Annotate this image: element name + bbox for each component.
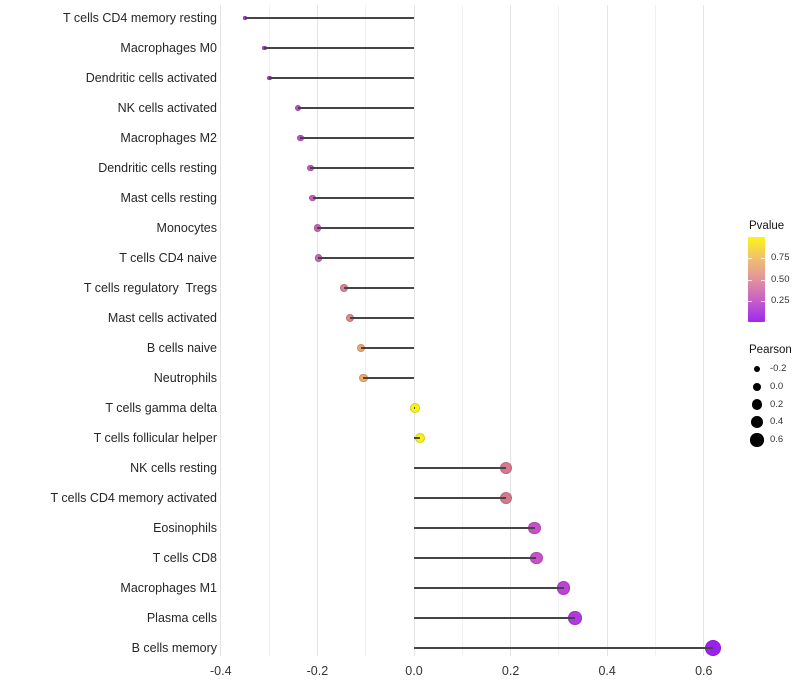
y-axis-label: T cells CD8 xyxy=(152,551,217,565)
gridline-minor xyxy=(655,5,656,656)
lollipop-stem xyxy=(360,347,414,349)
y-axis-label: Macrophages M2 xyxy=(120,131,217,145)
gridline-minor xyxy=(558,5,560,656)
gridline-major xyxy=(606,5,608,656)
lollipop-stem xyxy=(310,167,414,169)
gridline-minor xyxy=(365,5,367,656)
lollipop-stem xyxy=(414,467,506,469)
y-axis-label: Macrophages M1 xyxy=(120,581,217,595)
y-axis-label: Dendritic cells activated xyxy=(85,71,217,85)
pvalue-colorbar-tickmark xyxy=(748,279,752,281)
lollipop-stem xyxy=(414,587,564,589)
lollipop-dot xyxy=(261,45,267,51)
pvalue-colorbar-tickmark xyxy=(748,258,752,260)
x-axis-tick-label: -0.4 xyxy=(210,664,232,678)
pearson-size-label: 0.2 xyxy=(770,398,784,410)
y-axis-label: Dendritic cells resting xyxy=(98,161,217,175)
x-axis-tick-label: 0.4 xyxy=(598,664,616,678)
gridline-major xyxy=(413,5,415,656)
lollipop-stem xyxy=(300,137,414,139)
lollipop-dot xyxy=(358,373,368,383)
y-axis-label: Monocytes xyxy=(156,221,217,235)
pearson-size-label: 0.0 xyxy=(770,380,784,392)
lollipop-stem xyxy=(414,527,535,529)
pvalue-colorbar-tick-label: 0.50 xyxy=(771,273,790,285)
lollipop-dot xyxy=(346,313,355,323)
y-axis-label: Plasma cells xyxy=(146,611,217,625)
lollipop-dot xyxy=(557,581,571,595)
x-axis-tick-label: -0.2 xyxy=(306,664,329,678)
lollipop-stem xyxy=(414,617,575,619)
pvalue-colorbar-tick-label: 0.25 xyxy=(771,294,790,306)
pearson-legend-title: Pearson xyxy=(749,344,792,356)
y-axis-label: NK cells activated xyxy=(117,101,217,115)
y-axis-label: T cells CD4 naive xyxy=(119,251,217,265)
lollipop-stem xyxy=(318,257,414,259)
gridline-major xyxy=(316,5,318,656)
gridline-minor xyxy=(461,5,463,656)
lollipop-stem xyxy=(414,647,714,649)
pearson-size-label: 0.6 xyxy=(770,434,784,445)
y-axis-label: Macrophages M0 xyxy=(120,41,217,55)
pvalue-colorbar xyxy=(748,237,765,322)
pearson-size-dot xyxy=(750,433,764,447)
pvalue-colorbar-tick-label: 0.75 xyxy=(771,252,790,264)
y-axis-label: Eosinophils xyxy=(153,521,217,535)
lollipop-stem xyxy=(312,197,414,199)
y-axis-label: Neutrophils xyxy=(153,371,217,385)
gridline-major xyxy=(220,5,222,656)
pearson-size-label: -0.2 xyxy=(770,363,787,374)
lollipop-stem xyxy=(343,287,414,289)
pearson-size-dot xyxy=(754,366,760,372)
lollipop-stem xyxy=(350,317,414,319)
y-axis-label: B cells naive xyxy=(146,341,217,355)
lollipop-stem xyxy=(317,227,414,229)
y-axis-label: T cells gamma delta xyxy=(105,401,217,415)
gridline-minor xyxy=(268,5,270,656)
x-axis-tick-label: 0.6 xyxy=(695,664,713,678)
y-axis-label: B cells memory xyxy=(131,641,217,655)
lollipop-stem xyxy=(414,407,415,409)
pearson-size-dot xyxy=(752,382,762,391)
lollipop-dot xyxy=(414,432,425,444)
pearson-size-dot xyxy=(751,399,763,410)
y-axis-label: Mast cells resting xyxy=(120,191,217,205)
pvalue-colorbar-tickmark xyxy=(748,300,752,302)
y-axis-label: T cells CD4 memory activated xyxy=(50,491,218,505)
x-axis-tick-label: 0.2 xyxy=(501,664,520,678)
lollipop-stem xyxy=(264,47,414,49)
lollipop-stem xyxy=(298,107,414,109)
gridline-major xyxy=(703,5,705,656)
lollipop-stem xyxy=(414,437,420,439)
lollipop-stem xyxy=(244,17,414,19)
pearson-size-label: 0.4 xyxy=(770,416,784,428)
x-axis-tick-label: 0.0 xyxy=(405,664,423,678)
pvalue-legend-title: Pvalue xyxy=(749,220,785,232)
lollipop-dot xyxy=(266,75,272,81)
lollipop-stem xyxy=(363,377,414,379)
y-axis-label: T cells follicular helper xyxy=(93,431,217,445)
pearson-size-dot xyxy=(751,416,763,429)
lollipop-stem xyxy=(269,77,414,79)
lollipop-stem xyxy=(414,497,506,499)
y-axis-label: Mast cells activated xyxy=(107,311,217,325)
y-axis-label: T cells regulatory Tregs xyxy=(83,281,217,295)
pvalue-colorbar-tickmark xyxy=(761,279,765,281)
y-axis-label: NK cells resting xyxy=(130,461,217,475)
lollipop-dot xyxy=(294,104,302,112)
pvalue-colorbar-tickmark xyxy=(761,258,765,260)
gridline-major xyxy=(510,5,512,656)
lollipop-stem xyxy=(414,557,537,559)
lollipop-dot xyxy=(529,551,543,565)
y-axis-label: T cells CD4 memory resting xyxy=(63,11,217,25)
pvalue-colorbar-tickmark xyxy=(761,300,765,302)
